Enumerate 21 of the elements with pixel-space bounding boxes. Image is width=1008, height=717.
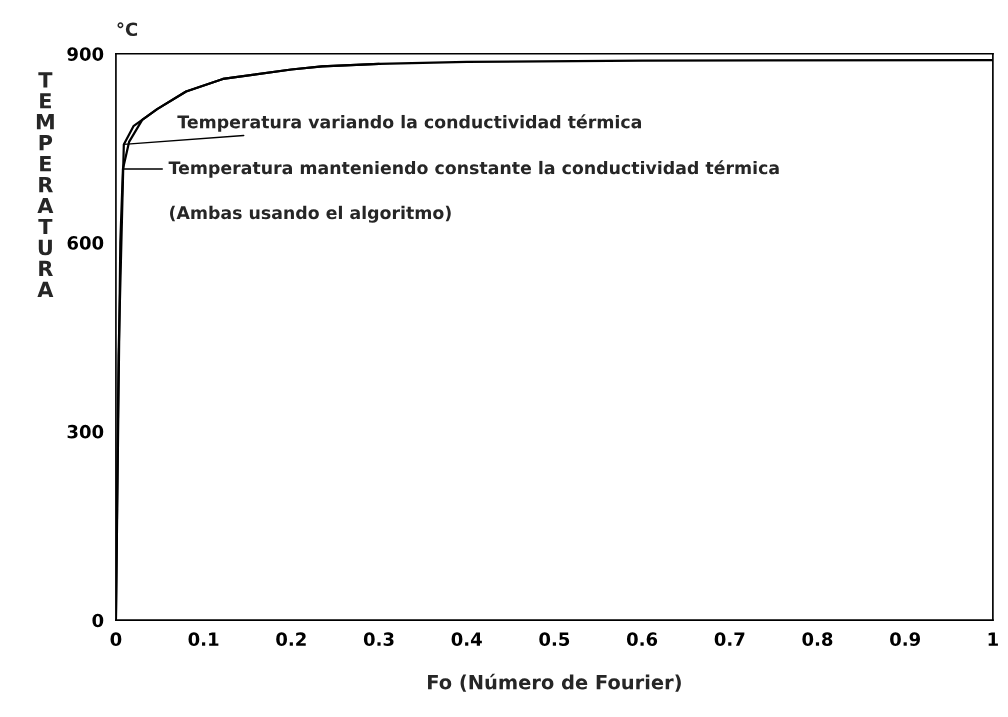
x-axis-title: Fo (Número de Fourier)	[428, 673, 681, 692]
y-tick-label: 600	[67, 236, 104, 250]
x-tick-label: 0.1	[188, 632, 219, 646]
x-tick-label: 0	[110, 632, 122, 646]
annotation: Temperatura variando la conductividad térmica	[177, 114, 642, 132]
text: °C	[117, 22, 138, 37]
x-tick-label: 0.3	[363, 632, 394, 646]
x-tick-label: 0.5	[539, 632, 570, 646]
x-tick-label: 0.8	[802, 632, 833, 646]
y-tick-label: 900	[67, 47, 104, 61]
x-tick-label: 0.6	[626, 632, 658, 646]
y-tick-label: 0	[92, 613, 104, 628]
y-tick-label: 300	[67, 424, 104, 439]
x-tick-label: 0.4	[451, 632, 482, 646]
x-tick-label: 0.2	[276, 632, 306, 646]
x-tick-label: 0.7	[714, 632, 745, 646]
text: TEMPERATURA	[36, 72, 54, 297]
x-tick-label: 1	[988, 632, 998, 646]
annotation: Temperatura manteniendo constante la conductividad térmica	[168, 160, 779, 178]
annotation: (Ambas usando el algoritmo)	[170, 205, 451, 223]
x-tick-label: 0.9	[890, 632, 921, 646]
